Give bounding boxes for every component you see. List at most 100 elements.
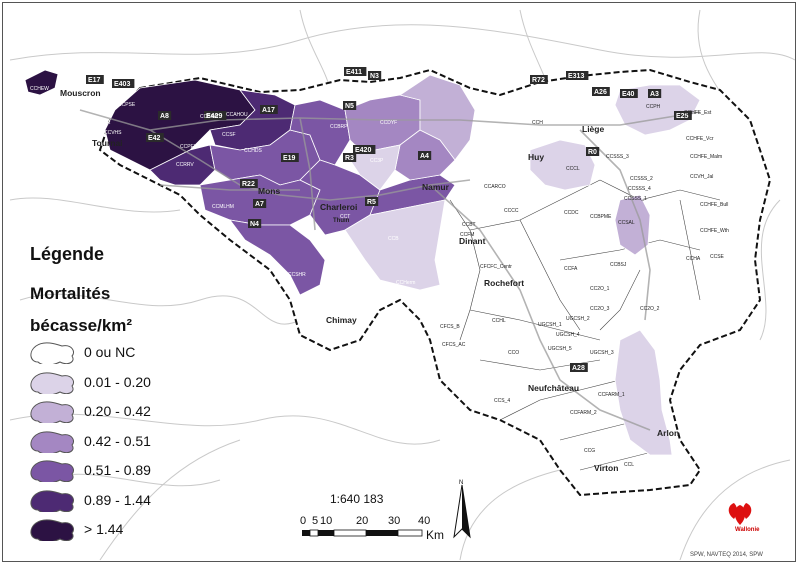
- road-shield: [620, 89, 638, 98]
- road-label: R0: [588, 149, 597, 156]
- zone-label: CCHEW: [30, 86, 49, 92]
- credit: SPW, NAVTEQ 2014, SPW: [690, 552, 763, 558]
- legend-class: 0.42 - 0.51: [30, 430, 230, 453]
- city-label: Chimay: [326, 315, 357, 325]
- road-shield: [365, 197, 379, 206]
- scale-unit: Km: [426, 528, 444, 542]
- zone-label: CCHFE_Vcr: [686, 136, 714, 142]
- zone-label: CCHFE_Malm: [690, 154, 722, 160]
- zone-label: CCHL: [492, 318, 506, 324]
- road-shield: [248, 219, 262, 228]
- legend-swatch: [30, 489, 74, 512]
- legend-class: 0.20 - 0.42: [30, 401, 230, 423]
- zone-label: CCSSS_1: [624, 196, 647, 202]
- city-label: Arlon: [657, 428, 679, 438]
- zone-label: CCBSJ: [610, 262, 627, 268]
- road-label: E411: [346, 69, 362, 76]
- road-shield: [343, 153, 357, 162]
- city-label: Huy: [528, 152, 544, 162]
- legend-label: 0.20 - 0.42: [84, 403, 151, 419]
- road-shield: [368, 71, 382, 80]
- zone-label: CCMLHM: [212, 204, 234, 210]
- road-label: A26: [594, 89, 607, 96]
- zone-label: CCPH: [646, 104, 661, 110]
- road-shield: [86, 75, 104, 84]
- road-label: N5: [345, 103, 354, 110]
- road-shield: [253, 199, 267, 208]
- road-label: E429: [206, 113, 222, 120]
- zone-label: CCHFE_Bull: [700, 202, 728, 208]
- zone-label: CCSHR: [288, 272, 306, 278]
- legend-swatch: [30, 371, 74, 394]
- road-shield: [530, 75, 548, 84]
- scale-tick-label: 40: [418, 515, 431, 527]
- legend-class: 0 ou NC: [30, 342, 230, 364]
- zone-ccshr: [229, 219, 326, 296]
- scale-tick-label: 5: [312, 515, 319, 527]
- zone-label: CCFARM_1: [598, 392, 625, 398]
- city-label: Namur: [422, 182, 450, 192]
- zone-label: UGCSH_4: [556, 332, 580, 338]
- zone-cc3p: [349, 144, 401, 191]
- zone-label: UGCSH_3: [590, 350, 614, 356]
- road-shield: [240, 179, 258, 188]
- zone-ccsal: [614, 194, 651, 256]
- zone-label: CC2O_3: [590, 306, 610, 312]
- legend-label: 0.89 - 1.44: [84, 491, 151, 508]
- road-shield: [281, 153, 299, 162]
- road-shield: [343, 101, 357, 110]
- road-shield: [648, 89, 662, 98]
- zone-label: CCBPME: [590, 214, 612, 220]
- road-shield: [146, 133, 164, 142]
- road-shield: [260, 105, 278, 114]
- zone-label: CCBT: [462, 222, 476, 228]
- road-label: E420: [355, 147, 371, 154]
- city-label: Rochefort: [484, 278, 524, 288]
- background-road: [679, 459, 791, 561]
- zone-ccfarm1: [614, 329, 673, 456]
- zone-label: CCSSS_3: [606, 154, 629, 160]
- road-shield: [112, 79, 135, 88]
- zone-label: CCCC: [504, 208, 519, 214]
- legend-label: 0 ou NC: [84, 344, 136, 360]
- zone-label: CCFARM_2: [570, 410, 597, 416]
- road-label: N4: [250, 221, 259, 228]
- road-label: A3: [650, 91, 659, 98]
- background-road: [9, 413, 441, 445]
- legend-label: > 1.44: [84, 521, 124, 537]
- zone-label: CC3P: [370, 158, 384, 164]
- zone-label: CCB: [388, 236, 399, 242]
- background-road: [9, 24, 796, 61]
- road-label: N3: [370, 73, 379, 80]
- legend-swatch: [30, 342, 74, 364]
- legend-label: 0.01 - 0.20: [84, 373, 151, 390]
- legend-label: 0.51 - 0.89: [84, 462, 151, 478]
- zone-label: UGCSH_5: [548, 346, 572, 352]
- road-shield: [344, 67, 367, 76]
- road-shield: [674, 111, 692, 120]
- scale-tick-label: 30: [388, 515, 401, 527]
- legend-swatch: [30, 430, 74, 453]
- zone-label: CCFM: [460, 232, 474, 238]
- zone-label: CFCS_B: [440, 324, 460, 330]
- zone-label: CC2O_1: [590, 286, 610, 292]
- road-label: A28: [572, 365, 585, 372]
- zone-ccnord: [399, 74, 476, 161]
- road-label: R22: [242, 181, 255, 188]
- zone-label: CCSF: [222, 132, 236, 138]
- road-label: A4: [420, 153, 429, 160]
- legend-swatch: [30, 460, 74, 482]
- scale-ratio: 1:640 183: [330, 492, 384, 506]
- legend-swatch: [30, 519, 74, 541]
- legend-class: 0.89 - 1.44: [30, 489, 230, 512]
- zone-label: CCSSS_2: [630, 176, 653, 182]
- zone-label: CCHerm: [396, 280, 415, 286]
- zone-label: CCPEV: [180, 144, 198, 150]
- zone-label: CCHR: [96, 120, 111, 126]
- zone-label: CCARCO: [484, 184, 506, 190]
- road-label: E17: [88, 77, 101, 84]
- road-shield: [204, 111, 227, 120]
- zone-label: CFCS_AC: [442, 342, 466, 348]
- zone-label: CCLaca_3: [328, 278, 352, 284]
